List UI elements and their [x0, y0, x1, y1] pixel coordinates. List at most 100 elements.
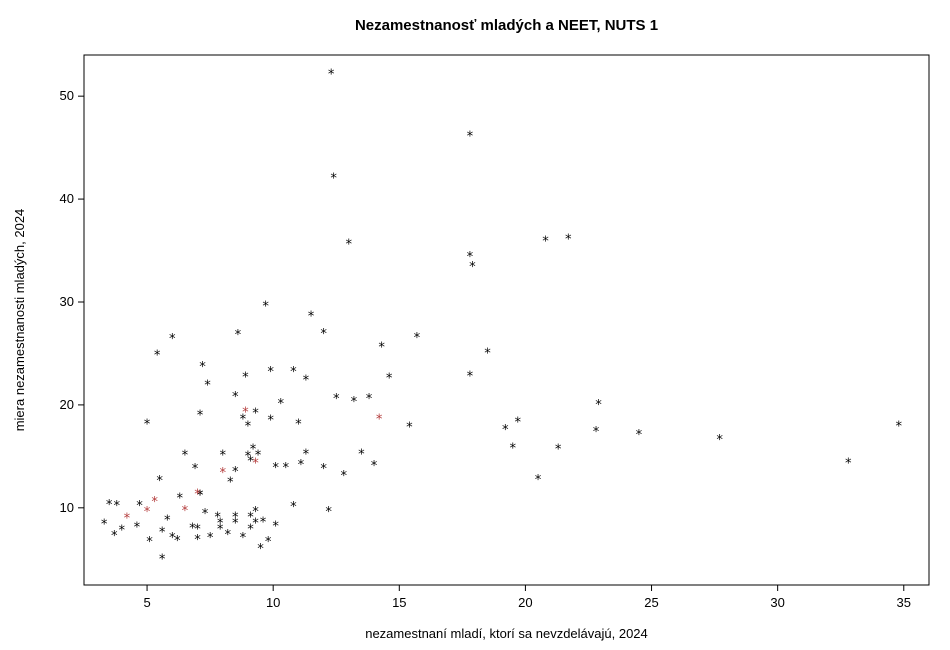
data-point-main: *	[330, 172, 338, 187]
data-point-main: *	[234, 328, 242, 343]
data-point-main: *	[595, 398, 603, 413]
y-axis-title: miera nezamestnanosti mladých, 2024	[12, 209, 27, 432]
data-point-main: *	[307, 310, 315, 325]
data-point-main: *	[289, 500, 297, 515]
data-point-main: *	[345, 238, 353, 253]
data-point-main: *	[514, 416, 522, 431]
data-point-main: *	[385, 371, 393, 386]
data-point-main: *	[466, 129, 474, 144]
data-point-main: *	[158, 552, 166, 567]
y-tick-label: 40	[60, 191, 74, 206]
data-point-main: *	[191, 462, 199, 477]
data-point-main: *	[365, 392, 373, 407]
data-point-main: *	[358, 447, 366, 462]
data-point-main: *	[350, 395, 358, 410]
data-point-main: *	[168, 332, 176, 347]
data-point-main: *	[277, 397, 285, 412]
data-point-highlight: *	[219, 466, 227, 481]
data-point-main: *	[267, 365, 275, 380]
data-point-main: *	[113, 499, 121, 514]
data-point-main: *	[327, 68, 335, 83]
y-tick-label: 30	[60, 294, 74, 309]
data-point-highlight: *	[375, 412, 383, 427]
data-point-highlight: *	[181, 504, 189, 519]
data-point-main: *	[201, 507, 209, 522]
x-tick-label: 25	[644, 595, 658, 610]
data-point-main: *	[204, 379, 212, 394]
x-axis-title: nezamestnaní mladí, ktorí sa nevzdelávaj…	[365, 626, 648, 641]
data-point-main: *	[564, 232, 572, 247]
chart-background	[0, 0, 950, 650]
data-point-main: *	[231, 516, 239, 531]
data-point-main: *	[156, 474, 164, 489]
y-tick-label: 50	[60, 88, 74, 103]
scatter-chart: Nezamestnanosť mladých a NEET, NUTS 1 5 10…	[0, 0, 950, 650]
data-point-main: *	[100, 517, 108, 532]
data-point-main: *	[267, 414, 275, 429]
data-point-main: *	[231, 465, 239, 480]
y-tick-label: 20	[60, 397, 74, 412]
chart-svg: Nezamestnanosť mladých a NEET, NUTS 1 5 10…	[0, 0, 950, 650]
data-point-main: *	[370, 459, 378, 474]
data-point-main: *	[272, 461, 280, 476]
data-point-main: *	[259, 515, 267, 530]
data-point-highlight: *	[123, 511, 131, 526]
data-point-main: *	[501, 423, 509, 438]
data-point-main: *	[206, 531, 214, 546]
data-point-main: *	[262, 299, 270, 314]
data-point-main: *	[242, 370, 250, 385]
x-tick-label: 35	[897, 595, 911, 610]
data-point-main: *	[252, 406, 260, 421]
data-point-main: *	[282, 461, 290, 476]
data-point-main: *	[413, 331, 421, 346]
x-tick-label: 30	[770, 595, 784, 610]
x-tick-label: 15	[392, 595, 406, 610]
data-point-main: *	[592, 425, 600, 440]
data-point-main: *	[405, 421, 413, 436]
data-point-main: *	[534, 473, 542, 488]
x-tick-label: 20	[518, 595, 532, 610]
data-point-highlight: *	[252, 457, 260, 472]
data-point-highlight: *	[242, 405, 250, 420]
data-point-main: *	[264, 535, 272, 550]
data-point-highlight: *	[194, 488, 202, 503]
data-point-main: *	[133, 521, 141, 536]
data-point-main: *	[509, 441, 517, 456]
data-point-main: *	[844, 457, 852, 472]
data-point-main: *	[153, 349, 161, 364]
data-point-main: *	[302, 447, 310, 462]
data-point-main: *	[244, 420, 252, 435]
data-point-main: *	[196, 408, 204, 423]
data-point-main: *	[302, 373, 310, 388]
data-point-main: *	[484, 347, 492, 362]
data-point-main: *	[542, 234, 550, 249]
data-point-highlight: *	[151, 495, 159, 510]
data-point-main: *	[469, 260, 477, 275]
data-point-main: *	[294, 418, 302, 433]
data-point-main: *	[895, 420, 903, 435]
data-point-main: *	[199, 360, 207, 375]
data-point-main: *	[163, 513, 171, 528]
data-point-main: *	[146, 535, 154, 550]
data-point-main: *	[289, 365, 297, 380]
data-point-main: *	[635, 428, 643, 443]
data-point-main: *	[340, 469, 348, 484]
data-point-main: *	[378, 340, 386, 355]
chart-title: Nezamestnanosť mladých a NEET, NUTS 1	[355, 17, 658, 34]
data-point-main: *	[173, 534, 181, 549]
data-point-main: *	[554, 442, 562, 457]
data-point-main: *	[219, 449, 227, 464]
data-point-main: *	[716, 433, 724, 448]
y-tick-label: 10	[60, 500, 74, 515]
data-point-main: *	[231, 390, 239, 405]
data-point-main: *	[320, 327, 328, 342]
data-point-main: *	[332, 392, 340, 407]
x-tick-label: 10	[266, 595, 280, 610]
data-point-main: *	[325, 505, 333, 520]
data-point-main: *	[320, 462, 328, 477]
data-point-main: *	[181, 449, 189, 464]
data-point-main: *	[466, 369, 474, 384]
data-point-main: *	[194, 533, 202, 548]
data-point-main: *	[143, 418, 151, 433]
x-tick-label: 5	[143, 595, 150, 610]
